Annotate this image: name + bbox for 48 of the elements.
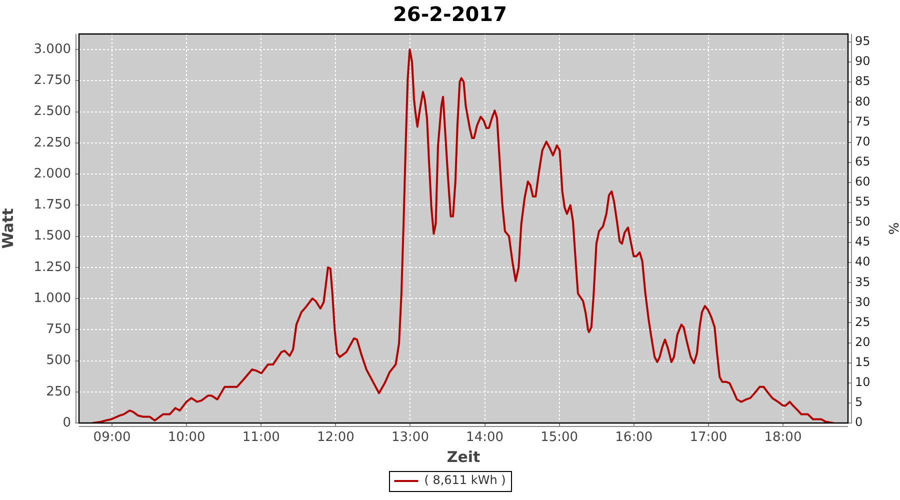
x-tick-label: 13:00 bbox=[392, 430, 429, 446]
y2-tick-label: 20 bbox=[855, 334, 870, 349]
y-tick-label: 1.750 bbox=[34, 198, 71, 213]
y-tick-label: 250 bbox=[46, 384, 71, 400]
x-tick-label: 18:00 bbox=[764, 430, 802, 446]
chart-title: 26-2-2017 bbox=[392, 2, 508, 26]
y2-tick-label: 60 bbox=[855, 174, 870, 189]
y2-tick-label: 15 bbox=[855, 354, 870, 369]
x-tick-label: 17:00 bbox=[690, 430, 728, 446]
y-tick-label: 1.500 bbox=[34, 228, 71, 244]
y2-tick-label: 55 bbox=[855, 194, 870, 209]
y2-tick-label: 90 bbox=[855, 54, 870, 68]
y-tick-label: 2.250 bbox=[34, 135, 71, 150]
y-tick-label: 2.000 bbox=[34, 166, 71, 182]
y-tick-label: 1.000 bbox=[34, 290, 71, 306]
y2-tick-label: 5 bbox=[855, 395, 863, 410]
x-tick-label: 14:00 bbox=[466, 430, 504, 446]
x-tick-label: 16:00 bbox=[615, 430, 653, 446]
y-axis-title: Watt bbox=[0, 208, 17, 249]
y-tick-label: 750 bbox=[46, 322, 71, 338]
x-tick-label: 15:00 bbox=[540, 430, 578, 446]
y-tick-label: 0 bbox=[62, 415, 71, 430]
y2-tick-label: 25 bbox=[855, 314, 870, 329]
y-tick-label: 1.250 bbox=[34, 260, 71, 275]
x-axis-title: Zeit bbox=[446, 448, 480, 466]
y2-axis-title: % bbox=[884, 222, 900, 235]
y2-tick-label: 35 bbox=[855, 274, 870, 289]
y2-tick-label: 85 bbox=[855, 74, 870, 88]
y2-tick-label: 45 bbox=[855, 234, 870, 249]
legend-label: ( 8,611 kWh ) bbox=[424, 473, 506, 488]
y-tick-label: 3.000 bbox=[34, 42, 71, 57]
y2-tick-label: 50 bbox=[855, 214, 870, 229]
y2-tick-label: 10 bbox=[855, 375, 870, 390]
y-tick-label: 2.500 bbox=[34, 104, 71, 120]
x-tick-label: 12:00 bbox=[316, 430, 354, 446]
y2-tick-label: 70 bbox=[855, 134, 870, 148]
y-tick-label: 2.750 bbox=[34, 73, 71, 88]
y2-tick-label: 80 bbox=[855, 94, 870, 108]
y2-tick-label: 40 bbox=[855, 254, 870, 269]
y2-tick-label: 95 bbox=[855, 34, 870, 48]
y2-tick-label: 30 bbox=[855, 294, 870, 309]
y2-tick-label: 0 bbox=[855, 415, 863, 430]
x-tick-label: 09:00 bbox=[93, 430, 131, 446]
y2-tick-label: 65 bbox=[855, 154, 870, 168]
x-tick-label: 11:00 bbox=[242, 430, 280, 446]
y2-tick-label: 75 bbox=[855, 114, 870, 128]
x-tick-label: 10:00 bbox=[168, 430, 206, 446]
y-tick-label: 500 bbox=[46, 353, 71, 368]
